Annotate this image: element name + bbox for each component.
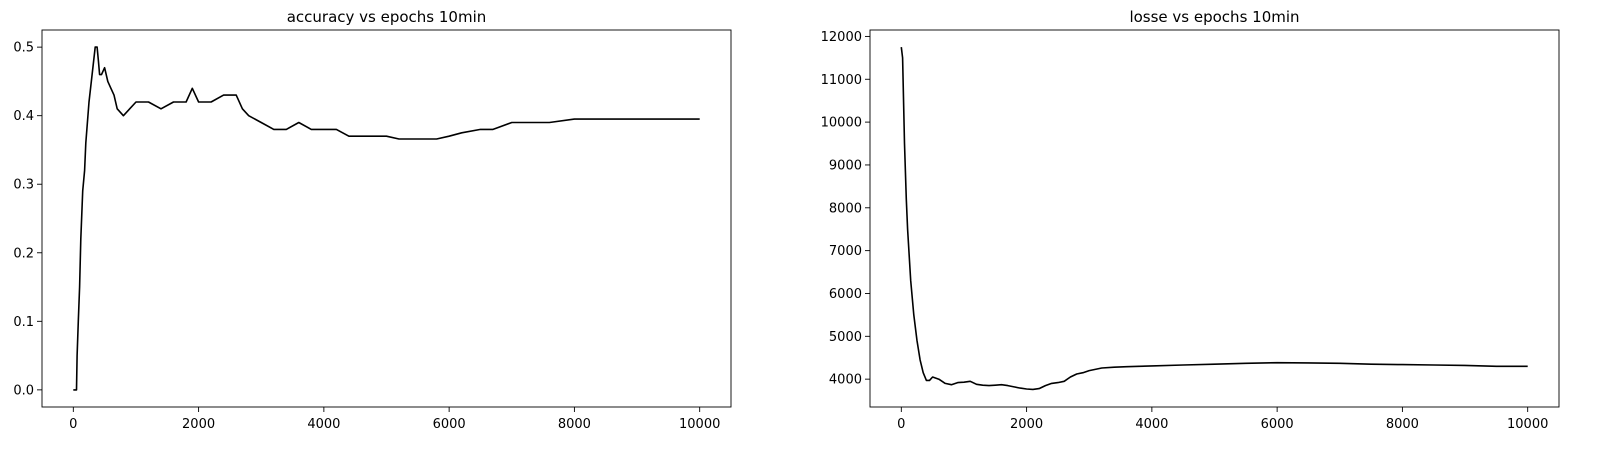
chart-title: losse vs epochs 10min [1129,8,1299,26]
x-tick-label: 10000 [679,417,720,432]
y-tick-label: 4000 [829,373,862,388]
plot-frame [869,29,1560,408]
x-tick-label: 2000 [182,417,215,432]
y-tick-label: 6000 [829,287,862,302]
accuracy-chart: accuracy vs epochs 10min 0 2000 4000 6000 800… [13,8,732,432]
chart-title: accuracy vs epochs 10min [287,8,487,26]
y-tick-label: 10000 [821,116,862,131]
x-tick-label: 10000 [1507,417,1548,432]
loss-chart: losse vs epochs 10min 0 2000 4000 6000 8000 10… [821,8,1560,432]
plot-frame [41,29,732,408]
y-tick-label: 11000 [821,73,862,88]
series-line [900,47,1528,391]
y-tick-label: 0.0 [13,383,34,398]
y-tick-label: 8000 [829,201,862,216]
x-tick-label: 2000 [1010,417,1043,432]
y-tick-label: 9000 [829,158,862,173]
y-tick-label: 0.5 [13,41,34,56]
y-tick-label: 12000 [821,30,862,45]
y-tick-label: 0.2 [13,246,34,261]
y-tick-label: 0.3 [13,178,34,193]
y-tick-label: 0.4 [13,109,34,124]
x-tick-label: 6000 [1261,417,1294,432]
series-line [73,46,700,391]
y-tick-label: 5000 [829,330,862,345]
x-tick-label: 6000 [433,417,466,432]
y-tick-label: 7000 [829,244,862,259]
x-tick-label: 8000 [1386,417,1419,432]
y-tick-label: 0.1 [13,315,34,330]
x-tick-label: 0 [69,417,77,432]
x-tick-label: 4000 [307,417,340,432]
x-tick-label: 8000 [558,417,591,432]
x-tick-label: 4000 [1135,417,1168,432]
x-tick-label: 0 [897,417,905,432]
